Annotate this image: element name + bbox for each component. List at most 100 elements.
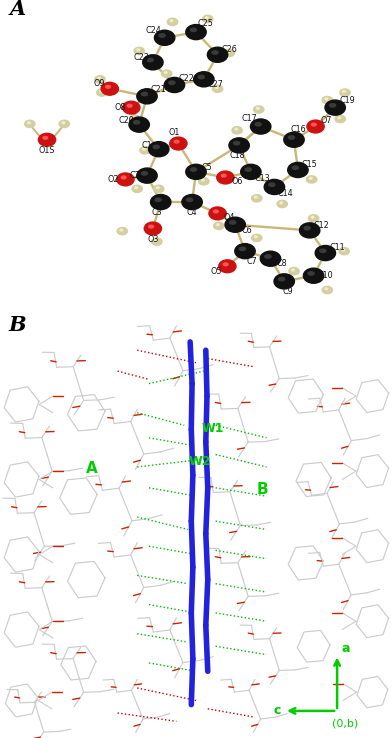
Ellipse shape bbox=[325, 98, 328, 100]
Text: O8: O8 bbox=[114, 103, 126, 112]
Ellipse shape bbox=[303, 268, 324, 283]
Ellipse shape bbox=[312, 123, 316, 126]
Ellipse shape bbox=[215, 87, 218, 89]
Ellipse shape bbox=[186, 165, 206, 179]
Ellipse shape bbox=[304, 227, 310, 230]
Ellipse shape bbox=[320, 249, 326, 252]
Text: O2: O2 bbox=[108, 175, 120, 184]
Ellipse shape bbox=[132, 185, 142, 193]
Ellipse shape bbox=[134, 121, 140, 124]
Text: C4: C4 bbox=[187, 208, 198, 217]
Ellipse shape bbox=[164, 72, 167, 73]
Text: A: A bbox=[86, 461, 98, 476]
Ellipse shape bbox=[144, 222, 162, 235]
Text: C21: C21 bbox=[150, 85, 166, 94]
Ellipse shape bbox=[154, 185, 164, 193]
Ellipse shape bbox=[117, 227, 127, 235]
Ellipse shape bbox=[143, 148, 145, 150]
Ellipse shape bbox=[264, 179, 285, 195]
Text: C24: C24 bbox=[146, 26, 162, 35]
Ellipse shape bbox=[203, 15, 213, 23]
Text: a: a bbox=[342, 641, 350, 655]
Ellipse shape bbox=[127, 104, 132, 107]
Ellipse shape bbox=[142, 92, 147, 96]
Ellipse shape bbox=[214, 222, 224, 230]
Ellipse shape bbox=[307, 120, 324, 133]
Ellipse shape bbox=[135, 187, 138, 189]
Text: O9: O9 bbox=[93, 79, 105, 88]
Ellipse shape bbox=[292, 166, 298, 170]
Ellipse shape bbox=[142, 172, 147, 175]
Ellipse shape bbox=[279, 277, 285, 280]
Text: c: c bbox=[274, 704, 281, 717]
Ellipse shape bbox=[219, 260, 236, 272]
Ellipse shape bbox=[129, 117, 149, 132]
Ellipse shape bbox=[245, 168, 251, 171]
Ellipse shape bbox=[194, 72, 214, 87]
Text: C14: C14 bbox=[278, 189, 293, 199]
Ellipse shape bbox=[207, 47, 228, 62]
Ellipse shape bbox=[221, 174, 226, 177]
Ellipse shape bbox=[309, 177, 312, 179]
Ellipse shape bbox=[209, 207, 226, 220]
Ellipse shape bbox=[182, 195, 202, 210]
Ellipse shape bbox=[229, 138, 249, 153]
Text: C17: C17 bbox=[241, 114, 257, 123]
Text: C12: C12 bbox=[314, 221, 329, 230]
Ellipse shape bbox=[311, 216, 314, 218]
Ellipse shape bbox=[241, 165, 261, 179]
Text: C5: C5 bbox=[201, 163, 212, 172]
Ellipse shape bbox=[191, 168, 196, 171]
Text: (0,b): (0,b) bbox=[332, 719, 359, 728]
Text: O1S: O1S bbox=[39, 146, 55, 155]
Ellipse shape bbox=[169, 81, 175, 84]
Text: C26: C26 bbox=[221, 45, 237, 54]
Ellipse shape bbox=[260, 251, 281, 266]
Ellipse shape bbox=[325, 288, 328, 290]
Ellipse shape bbox=[154, 30, 175, 45]
Ellipse shape bbox=[254, 196, 257, 198]
Text: B: B bbox=[257, 482, 269, 497]
Ellipse shape bbox=[149, 225, 154, 228]
Text: O5: O5 bbox=[211, 267, 222, 276]
Text: C18: C18 bbox=[229, 151, 245, 160]
Ellipse shape bbox=[156, 187, 159, 189]
Text: C25: C25 bbox=[198, 19, 214, 28]
Text: C15: C15 bbox=[302, 160, 318, 169]
Ellipse shape bbox=[255, 123, 261, 126]
Ellipse shape bbox=[216, 224, 219, 226]
Ellipse shape bbox=[225, 217, 245, 232]
Ellipse shape bbox=[137, 168, 157, 183]
Text: C16: C16 bbox=[291, 125, 307, 134]
Ellipse shape bbox=[250, 119, 271, 134]
Ellipse shape bbox=[199, 178, 209, 185]
Ellipse shape bbox=[149, 142, 169, 156]
Ellipse shape bbox=[153, 145, 159, 148]
Ellipse shape bbox=[170, 20, 173, 21]
Ellipse shape bbox=[299, 223, 320, 238]
Ellipse shape bbox=[98, 77, 100, 79]
Ellipse shape bbox=[170, 137, 187, 150]
Ellipse shape bbox=[254, 106, 264, 113]
Ellipse shape bbox=[62, 122, 65, 124]
Ellipse shape bbox=[130, 115, 140, 123]
Ellipse shape bbox=[117, 173, 134, 186]
Ellipse shape bbox=[235, 128, 238, 130]
Ellipse shape bbox=[140, 147, 150, 154]
Ellipse shape bbox=[134, 47, 144, 55]
Ellipse shape bbox=[289, 136, 294, 139]
Ellipse shape bbox=[154, 240, 157, 241]
Ellipse shape bbox=[120, 229, 123, 231]
Text: C23: C23 bbox=[133, 52, 149, 61]
Ellipse shape bbox=[224, 49, 234, 57]
Ellipse shape bbox=[254, 236, 257, 238]
Ellipse shape bbox=[162, 70, 172, 77]
Ellipse shape bbox=[59, 120, 69, 128]
Text: C10: C10 bbox=[318, 271, 333, 280]
Ellipse shape bbox=[232, 127, 242, 134]
Ellipse shape bbox=[322, 97, 332, 104]
Ellipse shape bbox=[151, 195, 171, 210]
Ellipse shape bbox=[133, 117, 136, 119]
Ellipse shape bbox=[265, 255, 271, 258]
Ellipse shape bbox=[309, 215, 319, 222]
